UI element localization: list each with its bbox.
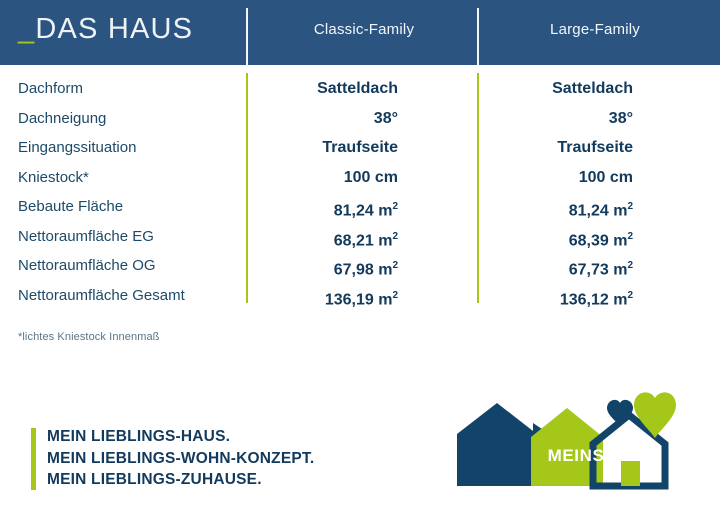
slogan-line-1: MEIN LIEBLINGS-HAUS. [47,428,231,445]
unit-exponent: 2 [627,289,633,301]
brand-text: DAS HAUS [35,13,194,45]
row-value-text: Satteldach [317,80,398,97]
table-row: Dachneigung 38° 38° [0,104,720,134]
row-value-col1: Satteldach [248,74,398,104]
slogan-line-3: MEIN LIEBLINGS-ZUHAUSE. [47,471,262,488]
column-header-large-family: Large-Family [550,21,640,38]
table-divider-2 [477,73,479,303]
row-value-text: 100 cm [343,168,398,186]
row-value-col1: 38° [248,104,398,134]
page-title: _DAS HAUS [18,13,193,46]
row-label: Dachform [18,80,84,97]
unit-exponent: 2 [392,289,398,301]
row-value-col1: 100 cm [248,163,398,193]
row-value-text: 81,24 m [568,202,628,220]
row-value-text: 100 cm [578,168,633,186]
row-value-col2: 100 cm [483,163,633,193]
header-divider-2 [477,8,479,65]
row-value-text: 38° [373,109,398,127]
row-value-col1: 68,21 m2 [248,222,398,256]
row-value-text: 68,21 m [333,231,393,249]
house-green-icon [531,408,603,486]
unit-exponent: 2 [627,260,633,271]
table-row: Nettoraumfläche Gesamt 136,19 m2 136,12 m2 [0,281,720,311]
unit-exponent: 2 [627,230,633,242]
table-row: Bebaute Fläche 81,24 m2 81,24 m2 [0,192,720,222]
logo-graphic [457,392,676,490]
slogan-block: MEIN LIEBLINGS-HAUS. MEIN LIEBLINGS-WOHN… [31,426,411,492]
row-value-col2: 81,24 m2 [483,192,633,226]
row-value-text: Traufseite [557,139,633,156]
row-value-text: 136,12 m [559,290,628,308]
heart-navy-icon [607,399,633,426]
house-navy-icon [457,403,542,486]
row-value-text: 68,39 m [568,231,628,249]
row-value-col2: 68,39 m2 [483,222,633,256]
table-row: Nettoraumfläche EG 68,21 m2 68,39 m2 [0,222,720,252]
unit-exponent: 2 [392,230,398,242]
row-label: Dachneigung [18,109,107,127]
logo-wordmark: MEINS [547,446,605,465]
row-label: Eingangssituation [18,139,137,156]
table-row: Kniestock* 100 cm 100 cm [0,163,720,193]
heart-green-icon [634,392,676,438]
brand-underscore: _ [18,13,36,45]
unit-exponent: 2 [392,260,398,271]
row-value-col2: Traufseite [483,133,633,163]
unit-exponent: 2 [627,201,633,212]
column-header-classic-family: Classic-Family [313,21,415,38]
unit-exponent: 2 [392,201,398,212]
slogan-line-2: MEIN LIEBLINGS-WOHN-KONZEPT. [47,449,315,467]
row-value-text: 67,73 m [568,261,628,279]
slogan-accent-bar [31,428,36,490]
row-value-text: Traufseite [322,139,398,156]
spec-table: Dachform Satteldach Satteldach Dachneigung 3… [0,65,720,308]
table-row: Dachform Satteldach Satteldach [0,74,720,104]
row-value-col2: 67,73 m2 [483,251,633,285]
row-label: Nettoraumfläche OG [18,257,156,274]
row-label: Nettoraumfläche EG [18,227,154,245]
slogan-lines: MEIN LIEBLINGS-HAUS. MEIN LIEBLINGS-WOHN… [47,426,314,491]
table-row: Eingangssituation Traufseite Traufseite [0,133,720,163]
row-value-col1: Traufseite [248,133,398,163]
row-value-col2: 38° [483,104,633,134]
window-green-icon [621,461,640,486]
row-value-text: 81,24 m [333,202,393,220]
row-value-text: 67,98 m [333,261,393,279]
table-divider-1 [246,73,248,303]
row-value-text: 136,19 m [324,290,393,308]
table-row: Nettoraumfläche OG 67,98 m2 67,73 m2 [0,251,720,281]
row-value-col2: Satteldach [483,74,633,104]
header-divider-1 [246,8,248,65]
row-value-col1: 67,98 m2 [248,251,398,285]
row-value-text: Satteldach [552,80,633,97]
row-label: Kniestock* [18,168,89,186]
footnote: *lichtes Kniestock Innenmaß [18,331,160,343]
row-value-col1: 81,24 m2 [248,192,398,226]
header-bar: _DAS HAUS Classic-Family Large-Family [0,0,720,65]
row-label: Bebaute Fläche [18,198,124,215]
row-value-text: 38° [608,109,633,127]
row-value-col1: 136,19 m2 [248,281,398,315]
meins-logo: MEINS [449,389,694,494]
row-label: Nettoraumfläche Gesamt [18,286,185,304]
row-value-col2: 136,12 m2 [483,281,633,315]
